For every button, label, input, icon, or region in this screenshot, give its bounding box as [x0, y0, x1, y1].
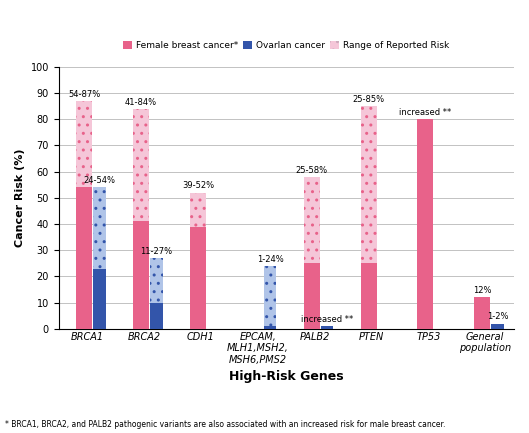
Bar [491, 323, 504, 329]
Text: 54-87%: 54-87% [68, 90, 101, 99]
Text: 11-27%: 11-27% [140, 247, 172, 256]
Bar [361, 106, 377, 263]
Bar [190, 193, 206, 226]
Text: 25-85%: 25-85% [352, 95, 385, 104]
Text: 24-54%: 24-54% [84, 176, 116, 185]
Bar [304, 177, 320, 263]
Bar [321, 326, 333, 329]
Text: increased **: increased ** [301, 315, 353, 324]
Bar [190, 226, 206, 329]
Text: 25-58%: 25-58% [296, 166, 328, 175]
Y-axis label: Cancer Risk (%): Cancer Risk (%) [15, 149, 25, 247]
Bar [76, 187, 92, 329]
Text: increased **: increased ** [399, 108, 452, 117]
Bar [133, 109, 149, 221]
Text: * BRCA1, BRCA2, and PALB2 pathogenic variants are also associated with an increa: * BRCA1, BRCA2, and PALB2 pathogenic var… [5, 420, 445, 429]
Bar [417, 119, 433, 329]
Text: 1-24%: 1-24% [257, 255, 284, 264]
Bar [475, 297, 490, 329]
Bar [304, 263, 320, 329]
Bar [264, 326, 277, 329]
Text: 12%: 12% [473, 286, 491, 295]
Bar [93, 268, 106, 329]
Bar [264, 266, 277, 326]
Bar [150, 303, 163, 329]
Bar [76, 101, 92, 187]
Legend: Female breast cancer*, Ovarlan cancer, Range of Reported Risk: Female breast cancer*, Ovarlan cancer, R… [120, 37, 453, 54]
X-axis label: High-Risk Genes: High-Risk Genes [229, 370, 343, 383]
Text: 39-52%: 39-52% [182, 181, 214, 191]
Bar [150, 258, 163, 303]
Bar [361, 263, 377, 329]
Bar [93, 187, 106, 268]
Text: 41-84%: 41-84% [125, 98, 157, 107]
Text: 1-2%: 1-2% [487, 313, 508, 321]
Bar [133, 221, 149, 329]
